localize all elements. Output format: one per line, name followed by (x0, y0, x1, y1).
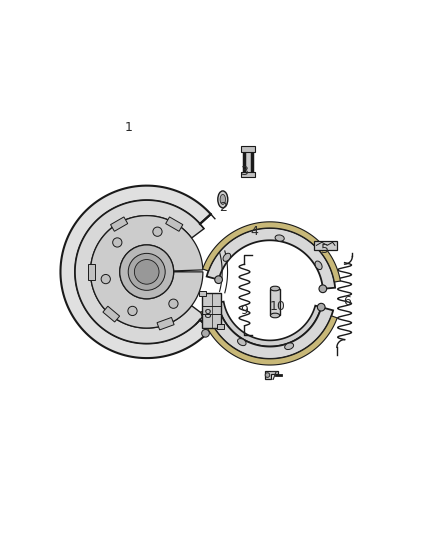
Polygon shape (75, 200, 204, 343)
Circle shape (101, 274, 110, 284)
Ellipse shape (270, 313, 280, 318)
Circle shape (169, 299, 178, 308)
Circle shape (128, 253, 165, 290)
Polygon shape (88, 264, 95, 280)
Polygon shape (205, 303, 333, 359)
Ellipse shape (431, 198, 436, 209)
Ellipse shape (428, 195, 438, 212)
Text: 9: 9 (240, 304, 248, 317)
Polygon shape (201, 310, 337, 365)
Bar (314, 241, 337, 250)
Bar (241, 146, 255, 151)
Bar (217, 324, 224, 329)
Circle shape (113, 238, 122, 247)
Circle shape (214, 299, 222, 306)
Circle shape (215, 276, 223, 284)
Text: 3: 3 (240, 165, 248, 178)
Text: 10: 10 (270, 301, 286, 313)
Bar (241, 172, 255, 177)
Text: 7: 7 (270, 370, 279, 383)
Bar (202, 293, 221, 328)
Circle shape (201, 329, 209, 337)
Circle shape (319, 285, 327, 293)
Polygon shape (103, 306, 120, 322)
Polygon shape (207, 228, 335, 289)
Text: 6: 6 (343, 295, 350, 308)
Bar (199, 291, 206, 296)
Ellipse shape (223, 253, 231, 261)
Circle shape (120, 245, 173, 299)
Text: 2: 2 (219, 201, 227, 214)
Ellipse shape (220, 195, 226, 204)
Ellipse shape (237, 338, 246, 345)
Ellipse shape (315, 261, 322, 270)
Text: 4: 4 (250, 225, 258, 238)
Ellipse shape (275, 235, 284, 241)
Bar (244, 150, 252, 173)
Polygon shape (166, 217, 183, 231)
Circle shape (318, 303, 325, 311)
Circle shape (134, 260, 159, 284)
Text: 1: 1 (124, 121, 132, 134)
Text: 8: 8 (203, 308, 211, 321)
Ellipse shape (285, 343, 293, 350)
Ellipse shape (270, 286, 280, 291)
Bar (270, 288, 280, 316)
Polygon shape (157, 318, 174, 330)
Ellipse shape (218, 191, 228, 208)
Circle shape (153, 227, 162, 236)
Circle shape (128, 306, 137, 316)
Polygon shape (265, 371, 278, 379)
Polygon shape (91, 216, 203, 328)
Text: 5: 5 (321, 243, 329, 256)
Circle shape (265, 373, 270, 377)
Polygon shape (60, 185, 211, 358)
Polygon shape (203, 222, 340, 282)
Polygon shape (110, 217, 128, 231)
Polygon shape (218, 302, 321, 346)
